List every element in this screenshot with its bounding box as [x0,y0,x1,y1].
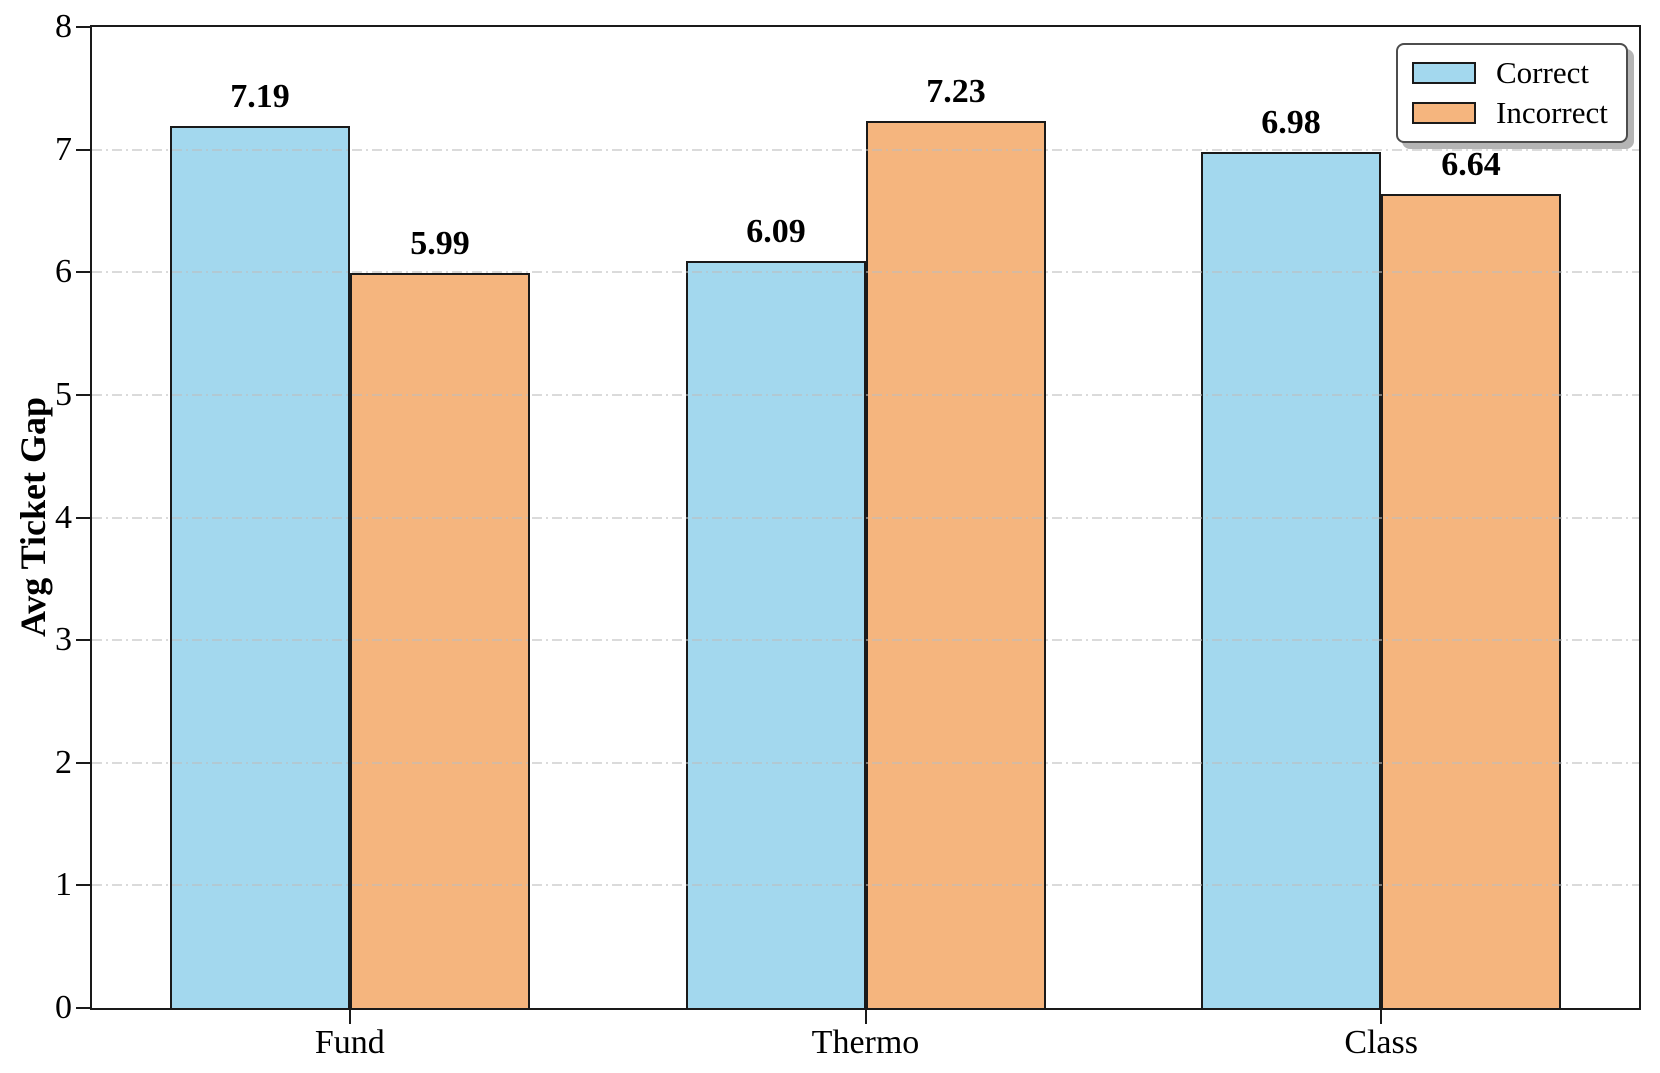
y-tick-mark-5 [76,393,90,396]
bar-value-label: 7.23 [926,73,986,110]
y-tick-mark-8 [76,26,90,28]
legend-swatch-correct [1412,62,1476,84]
x-tick-label-fund: Fund [314,1024,385,1061]
x-tick-mark-class [1380,1010,1383,1024]
y-tick-label-5: 5 [55,375,72,413]
bar-fund-incorrect [350,273,530,1008]
y-tick-label-3: 3 [55,621,72,659]
bar-value-label: 6.98 [1261,104,1321,141]
bar-value-label: 5.99 [410,225,470,262]
y-tick-label-4: 4 [55,498,72,536]
bar-class-correct [1201,152,1381,1008]
plot-area: 7.19 6.09 6.98 5.99 7.23 6.64 [90,25,1641,1010]
y-tick-label-7: 7 [55,130,72,168]
y-tick-mark-6 [76,271,90,274]
legend-swatch-incorrect [1412,102,1476,124]
bar-value-label: 6.64 [1441,146,1501,183]
legend-row-incorrect: Incorrect [1412,95,1612,131]
y-tick-label-1: 1 [55,866,72,904]
y-tick-mark-3 [76,639,90,642]
y-tick-label-0: 0 [55,989,72,1026]
bar-value-label: 6.09 [746,213,806,250]
bar-fund-correct [170,126,350,1008]
bar-class-incorrect [1381,194,1561,1008]
legend-row-correct: Correct [1412,55,1612,91]
legend-label-incorrect: Incorrect [1496,95,1608,130]
legend-label-correct: Correct [1496,55,1589,90]
y-tick-mark-0 [76,1007,90,1009]
y-tick-label-2: 2 [55,743,72,781]
y-tick-mark-1 [76,884,90,887]
y-tick-mark-7 [76,148,90,151]
legend: Correct Incorrect [1396,43,1628,143]
x-tick-label-thermo: Thermo [811,1024,920,1061]
x-tick-label-class: Class [1344,1024,1418,1061]
y-tick-label-8: 8 [55,8,72,45]
y-tick-mark-2 [76,761,90,764]
bar-thermo-incorrect [866,121,1046,1008]
y-tick-mark-4 [76,516,90,519]
x-tick-mark-thermo [864,1010,867,1024]
bar-thermo-correct [686,261,866,1008]
x-tick-mark-fund [348,1010,351,1024]
y-tick-label-6: 6 [55,253,72,291]
bar-value-label: 7.19 [230,78,290,115]
